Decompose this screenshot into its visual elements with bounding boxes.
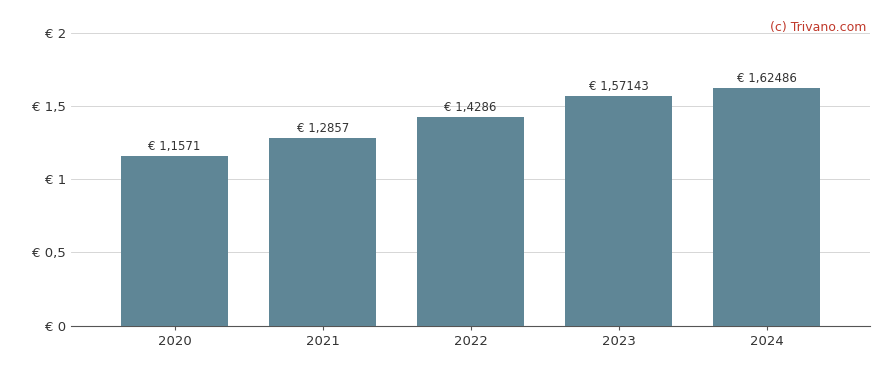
Bar xyxy=(417,117,524,326)
Text: (c) Trivano.com: (c) Trivano.com xyxy=(770,20,866,34)
Text: € 1,62486: € 1,62486 xyxy=(737,72,797,85)
Text: € 1,2857: € 1,2857 xyxy=(297,122,349,135)
Bar xyxy=(713,88,820,326)
Bar xyxy=(269,138,376,326)
Text: € 1,57143: € 1,57143 xyxy=(589,80,648,93)
Bar xyxy=(122,157,228,326)
Text: € 1,4286: € 1,4286 xyxy=(445,101,496,114)
Bar xyxy=(566,96,672,326)
Text: € 1,1571: € 1,1571 xyxy=(148,140,201,154)
